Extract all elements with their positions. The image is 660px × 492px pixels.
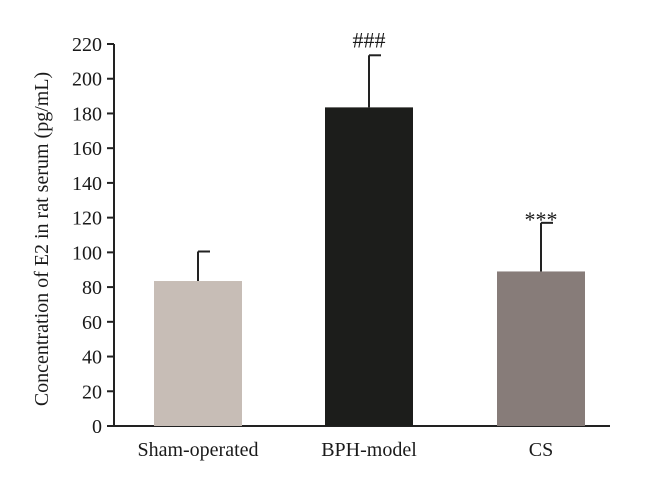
- y-tick-label: 160: [72, 138, 102, 160]
- y-tick-label: 20: [82, 381, 102, 403]
- y-tick-label: 100: [72, 242, 102, 264]
- y-tick-label: 180: [72, 103, 102, 125]
- y-tick-label: 80: [82, 277, 102, 299]
- bar: [497, 271, 585, 426]
- significance-annotations: ### ***: [353, 27, 558, 232]
- y-tick-label: 200: [72, 69, 102, 91]
- error-bars: [197, 54, 553, 282]
- y-axis: 0 20 40 60 80 100 120 140 160 180 200 220: [72, 34, 115, 438]
- y-tick-label: 140: [72, 173, 102, 195]
- significance-label: ###: [353, 27, 386, 52]
- bars: [154, 107, 585, 427]
- y-tick-label: 120: [72, 208, 102, 230]
- y-tick-label: 0: [92, 416, 102, 438]
- x-axis: Sham-operated BPH-model CS: [114, 425, 610, 461]
- y-tick-label: 220: [72, 34, 102, 56]
- y-tick-label: 40: [82, 347, 102, 369]
- x-tick-label: BPH-model: [321, 439, 417, 461]
- y-tick-label: 60: [82, 312, 102, 334]
- bar: [325, 107, 413, 427]
- significance-label: ***: [525, 207, 558, 232]
- x-tick-label: Sham-operated: [137, 439, 258, 461]
- bar: [154, 281, 242, 426]
- y-axis-label: Concentration of E2 in rat serum (pg/mL): [31, 72, 53, 406]
- x-tick-label: CS: [529, 439, 553, 461]
